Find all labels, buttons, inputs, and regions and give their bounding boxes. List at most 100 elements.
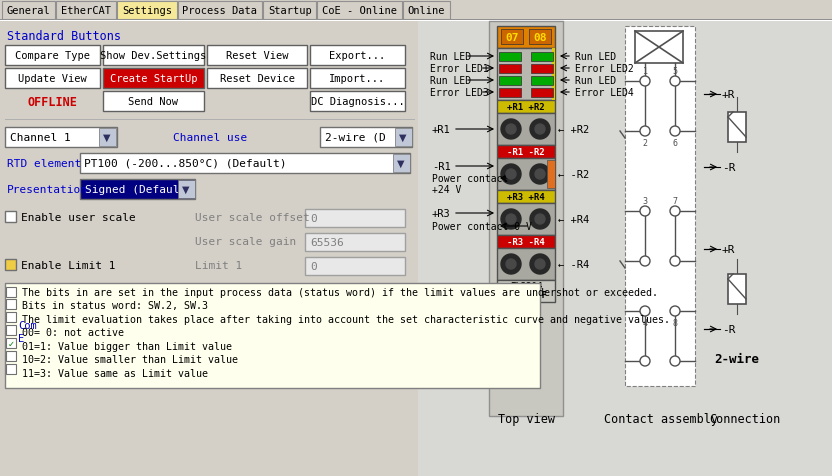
Text: -R: -R (722, 163, 735, 173)
Circle shape (535, 215, 545, 225)
Text: Limit 1: Limit 1 (195, 260, 242, 270)
Bar (5, 120, 415, 121)
Text: Top view: Top view (498, 413, 554, 426)
Bar (552, 49, 555, 101)
Circle shape (670, 257, 680, 267)
Bar (501, 30, 523, 45)
Text: 65536: 65536 (310, 238, 344, 248)
Text: +R: +R (722, 90, 735, 100)
Bar (497, 190, 555, 204)
Bar (497, 280, 555, 302)
Text: E: E (18, 333, 24, 343)
Text: 00= 0: not active: 00= 0: not active (22, 328, 124, 338)
Bar (531, 53, 553, 62)
Text: ▼: ▼ (103, 133, 111, 143)
Text: +R1: +R1 (432, 125, 451, 135)
Bar (6, 299, 16, 309)
Bar (317, 2, 402, 20)
Text: Process Data: Process Data (182, 6, 257, 16)
Text: 6: 6 (672, 139, 677, 148)
Bar (0, 2, 832, 22)
Text: ← +R4: ← +R4 (558, 215, 589, 225)
Bar (547, 161, 555, 188)
Text: Run LED: Run LED (430, 52, 471, 62)
Circle shape (530, 255, 550, 275)
Bar (310, 92, 405, 112)
Bar (103, 69, 204, 89)
Bar (2, 2, 56, 20)
Text: Run LED: Run LED (575, 76, 617, 86)
Bar (80, 154, 410, 174)
Text: Reset View: Reset View (225, 51, 288, 61)
Text: EtherCAT: EtherCAT (62, 6, 111, 16)
Text: -R1 -R2: -R1 -R2 (508, 148, 545, 157)
Bar (497, 49, 555, 101)
Bar (6, 338, 16, 348)
Text: OFFLINE: OFFLINE (27, 95, 77, 108)
Circle shape (670, 356, 680, 366)
Bar (728, 275, 746, 304)
Text: 0: 0 (310, 261, 317, 271)
Bar (531, 77, 553, 86)
Text: +R3 +R4: +R3 +R4 (508, 193, 545, 201)
Circle shape (670, 77, 680, 87)
Text: 3: 3 (642, 197, 647, 206)
Bar (5, 259, 16, 270)
Circle shape (640, 207, 650, 217)
Text: Create StartUp: Create StartUp (110, 74, 197, 84)
Bar (499, 89, 521, 98)
Bar (531, 89, 553, 98)
Bar (263, 2, 316, 20)
Text: 11=3: Value same as Limit value: 11=3: Value same as Limit value (22, 368, 208, 378)
Circle shape (506, 259, 516, 269)
Bar (499, 77, 521, 86)
Text: 2-wire: 2-wire (715, 353, 760, 366)
Text: Enable user scale: Enable user scale (21, 213, 136, 223)
Circle shape (530, 165, 550, 185)
Text: 07: 07 (505, 33, 518, 43)
Bar (499, 53, 521, 62)
Bar (103, 92, 204, 112)
Bar (489, 22, 563, 416)
Text: Connection: Connection (710, 413, 780, 426)
Text: 0: 0 (310, 214, 317, 224)
Bar (6, 288, 16, 298)
Bar (99, 129, 116, 147)
Text: ← -R4: ← -R4 (558, 259, 589, 269)
Bar (305, 258, 405, 276)
Text: 8: 8 (672, 319, 677, 328)
Bar (305, 234, 405, 251)
Text: Power contact: Power contact (432, 174, 508, 184)
Text: Power contact 0 V: Power contact 0 V (432, 221, 532, 231)
Text: Signed (Default): Signed (Default) (85, 185, 193, 195)
Bar (6, 351, 16, 361)
Text: ✓: ✓ (7, 339, 14, 348)
Text: ▼: ▼ (182, 185, 190, 195)
Text: ▼: ▼ (397, 159, 404, 169)
Text: BECKHOFF: BECKHOFF (504, 291, 547, 300)
Text: +24 V: +24 V (432, 185, 462, 195)
Text: Com: Com (18, 320, 37, 330)
Text: 08: 08 (533, 33, 547, 43)
Bar (5, 46, 100, 66)
Bar (57, 2, 116, 20)
Bar (80, 179, 195, 199)
Text: CoE - Online: CoE - Online (322, 6, 397, 16)
Text: 1: 1 (642, 68, 647, 76)
Bar (531, 65, 553, 74)
Text: PT100 (-200...850°C) (Default): PT100 (-200...850°C) (Default) (84, 159, 286, 169)
Bar (310, 69, 405, 89)
Text: The bits in are set in the input process data (status word) if the limit values : The bits in are set in the input process… (22, 288, 658, 298)
Circle shape (501, 165, 521, 185)
Text: ← +R2: ← +R2 (558, 125, 589, 135)
Text: 4: 4 (642, 319, 647, 328)
Bar (5, 211, 16, 223)
Circle shape (640, 127, 650, 137)
Text: 2: 2 (642, 139, 647, 148)
Circle shape (535, 125, 545, 135)
Bar (393, 155, 410, 173)
Circle shape (506, 125, 516, 135)
Bar (625, 27, 695, 386)
Text: Error LED1: Error LED1 (430, 64, 488, 74)
Circle shape (535, 169, 545, 179)
